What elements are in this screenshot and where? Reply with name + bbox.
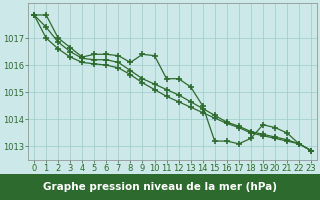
Text: Graphe pression niveau de la mer (hPa): Graphe pression niveau de la mer (hPa) [43, 182, 277, 192]
